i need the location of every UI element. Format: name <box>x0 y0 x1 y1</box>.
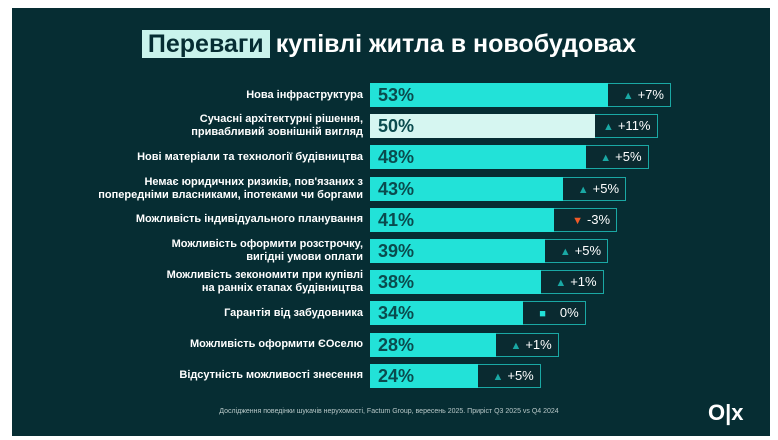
delta-badge: ▲ +7% <box>607 83 671 107</box>
delta-badge: ▲ +5% <box>477 363 541 388</box>
delta-value: +5% <box>592 180 620 196</box>
bar <box>370 270 541 295</box>
category-label-line: Нова інфраструктура <box>246 88 363 101</box>
bar <box>370 363 478 388</box>
value-label: 38% <box>378 272 415 293</box>
delta-value: +7% <box>637 87 664 102</box>
category-label: Можливість оформити ЄОселю <box>63 338 363 351</box>
bar <box>370 83 608 107</box>
value-label: 48% <box>378 147 415 168</box>
value-label: 50% <box>378 116 415 137</box>
delta-badge: ▲ +1% <box>495 332 559 357</box>
bar <box>370 301 523 326</box>
category-label: Сучасні архітектурні рішення, привабливий… <box>63 113 363 139</box>
delta-value: +1% <box>525 336 552 352</box>
value-label: 28% <box>378 334 415 355</box>
delta-badge: ▲ +5% <box>585 145 649 170</box>
category-label-line: Гарантія від забудовника <box>224 306 363 319</box>
category-label-line: попередніми власниками, іпотеками чи бор… <box>98 188 363 201</box>
triangle-up-icon: ▲ <box>602 121 614 134</box>
triangle-up-icon: ▲ <box>600 152 612 165</box>
category-label: Нові матеріали та технології будівництва <box>63 151 363 164</box>
delta-badge: ▲ +5% <box>563 176 627 201</box>
value-label: 41% <box>378 209 415 230</box>
category-label-line: Нові матеріали та технології будівництва <box>137 150 363 163</box>
delta-value: +1% <box>570 274 597 290</box>
value-label: 53% <box>378 85 415 105</box>
delta-value: +5% <box>507 367 534 383</box>
delta-badge: ▲ +11% <box>594 114 658 139</box>
delta-badge: ▼ -3% <box>554 207 618 232</box>
category-label-line: на ранніх етапах будівництва <box>201 282 363 295</box>
category-label-line: привабливий зовнішній вигляд <box>191 126 363 139</box>
category-label: Можливість зекономити при купівлі на ранн… <box>63 269 363 295</box>
title-rest: купівлі житла в новобудовах <box>275 30 637 58</box>
delta-badge: ▲ +1% <box>540 270 604 295</box>
bar <box>370 332 496 357</box>
category-label: Можливість оформити розстрочку, вигідні у… <box>63 238 363 264</box>
square-icon: ■ <box>539 308 546 321</box>
value-label: 34% <box>378 303 415 324</box>
bar <box>370 145 586 170</box>
triangle-up-icon: ▲ <box>577 183 589 196</box>
triangle-up-icon: ▲ <box>555 277 567 290</box>
value-label: 24% <box>378 365 415 386</box>
triangle-up-icon: ▲ <box>492 370 504 383</box>
bar <box>370 176 564 201</box>
bar <box>370 114 595 139</box>
category-label-line: Сучасні архітектурні рішення, <box>199 113 363 126</box>
triangle-down-icon: ▼ <box>572 214 583 227</box>
category-label-line: Немає юридичних ризиків, пов'язаних з <box>144 175 363 188</box>
delta-value: +5% <box>615 149 642 165</box>
value-label: 43% <box>378 178 415 199</box>
category-label-line: Можливість індивідуального планування <box>135 213 363 226</box>
category-label-line: Можливість оформити розстрочку, <box>171 238 363 250</box>
category-label: Немає юридичних ризиків, пов'язаних з поп… <box>63 176 363 202</box>
category-label: Можливість індивідуального планування <box>63 213 363 226</box>
olx-logo: O|x <box>708 400 744 425</box>
triangle-up-icon: ▲ <box>510 339 522 352</box>
value-label: 39% <box>378 241 415 261</box>
category-label: Нова інфраструктура <box>63 89 363 102</box>
delta-value: 0% <box>559 305 579 321</box>
triangle-up-icon: ▲ <box>622 90 634 102</box>
title-highlight: Переваги <box>141 30 270 58</box>
category-label-line: Можливість зекономити при купівлі <box>166 269 363 282</box>
bar <box>370 207 555 232</box>
bar <box>370 239 546 263</box>
delta-badge: ▲ +5% <box>545 239 609 263</box>
delta-badge: ■ 0% <box>522 301 586 326</box>
category-label-line: Можливість оформити ЄОселю <box>189 338 363 351</box>
category-label: Відсутність можливості знесення <box>63 369 363 382</box>
delta-value: +11% <box>617 118 651 134</box>
delta-value: -3% <box>586 211 611 227</box>
delta-value: +5% <box>574 243 602 258</box>
triangle-up-icon: ▲ <box>559 246 571 258</box>
footnote: Дослідження поведінки шукачів нерухомост… <box>219 408 559 415</box>
category-label: Гарантія від забудовника <box>63 307 363 320</box>
category-label-line: Відсутність можливості знесення <box>179 369 363 382</box>
category-label-line: вигідні умови оплати <box>246 251 363 263</box>
chart-title: Переваги купівлі житла в новобудовах <box>0 30 778 59</box>
